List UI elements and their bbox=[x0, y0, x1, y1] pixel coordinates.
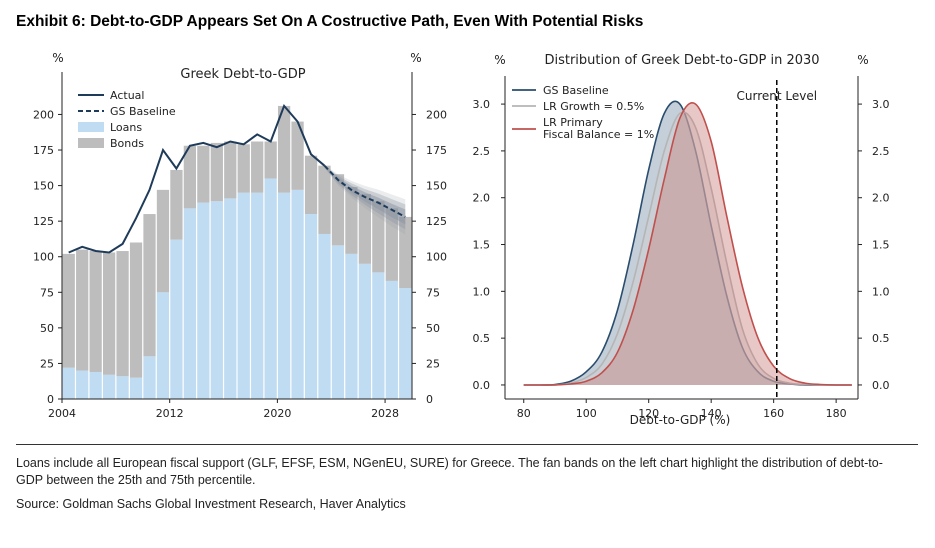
footnote: Loans include all European fiscal suppor… bbox=[16, 456, 883, 487]
footnote-divider bbox=[16, 444, 918, 445]
left-ytick-label-right-50: 50 bbox=[426, 322, 440, 335]
left-ytick-label-left-175: 175 bbox=[33, 144, 54, 157]
bar-loans-2021 bbox=[291, 189, 304, 399]
bar-loans-2016 bbox=[224, 198, 237, 399]
bar-bonds-2018 bbox=[251, 141, 264, 193]
bar-loans-2024 bbox=[331, 245, 345, 399]
bar-bonds-2006 bbox=[89, 251, 102, 372]
bar-bonds-2027 bbox=[372, 201, 385, 273]
left-ytick-label-left-25: 25 bbox=[40, 357, 54, 370]
bar-bonds-2014 bbox=[197, 145, 210, 203]
left-ytick-label-left-50: 50 bbox=[40, 322, 54, 335]
bar-loans-2028 bbox=[385, 280, 398, 399]
bar-loans-2010 bbox=[143, 356, 156, 399]
bar-bonds-2012 bbox=[170, 169, 183, 240]
bar-bonds-2026 bbox=[358, 194, 372, 264]
bar-loans-2025 bbox=[345, 253, 358, 399]
bar-loans-2020 bbox=[277, 192, 291, 399]
left-xtick-label-2004: 2004 bbox=[48, 407, 76, 420]
bar-loans-2012 bbox=[170, 239, 183, 399]
bar-loans-2009 bbox=[129, 377, 143, 399]
actual-line bbox=[68, 103, 326, 254]
left-chart-title: Greek Debt-to-GDP bbox=[180, 67, 305, 82]
left-ytick-label-right-25: 25 bbox=[426, 357, 440, 370]
bar-bonds-2004 bbox=[62, 253, 75, 368]
bar-loans-2022 bbox=[304, 214, 318, 399]
bar-bonds-2028 bbox=[385, 208, 398, 281]
left-xtick-label-2012: 2012 bbox=[156, 407, 184, 420]
fan-band-layer-3 bbox=[324, 165, 406, 225]
left-legend-swatch-bonds bbox=[78, 138, 104, 148]
bar-bonds-2023 bbox=[318, 165, 331, 234]
bar-loans-2013 bbox=[183, 208, 197, 399]
bar-loans-2015 bbox=[210, 201, 223, 399]
left-ytick-label-right-0: 0 bbox=[426, 393, 433, 406]
left-legend-swatch-loans bbox=[78, 122, 104, 132]
bar-bonds-2015 bbox=[210, 142, 223, 202]
bar-bonds-2022 bbox=[304, 155, 318, 215]
bar-loans-2017 bbox=[237, 192, 250, 399]
bar-loans-2008 bbox=[116, 376, 129, 399]
bar-bonds-2024 bbox=[331, 174, 345, 246]
bar-bonds-2009 bbox=[129, 242, 143, 378]
left-ytick-label-left-100: 100 bbox=[33, 251, 54, 264]
bar-bonds-2005 bbox=[76, 249, 89, 371]
left-ytick-label-left-0: 0 bbox=[47, 393, 54, 406]
bar-loans-2004 bbox=[62, 367, 75, 399]
left-ytick-label-right-100: 100 bbox=[426, 251, 447, 264]
bar-loans-2029 bbox=[399, 288, 412, 399]
bar-bonds-2017 bbox=[237, 144, 250, 193]
bar-loans-2011 bbox=[156, 292, 170, 399]
bar-bonds-2013 bbox=[183, 145, 197, 209]
left-ytick-label-left-150: 150 bbox=[33, 180, 54, 193]
bar-loans-2027 bbox=[372, 272, 385, 399]
bar-bonds-2016 bbox=[224, 141, 237, 199]
bar-loans-2014 bbox=[197, 202, 210, 399]
left-y-unit-right: % bbox=[410, 51, 421, 65]
left-legend-label-gs-baseline: GS Baseline bbox=[110, 105, 176, 118]
bar-loans-2018 bbox=[251, 192, 264, 399]
bar-loans-2019 bbox=[264, 178, 277, 399]
bar-bonds-2008 bbox=[116, 251, 129, 377]
bar-loans-2007 bbox=[102, 374, 116, 399]
exhibit-title: Exhibit 6: Debt-to-GDP Appears Set On A … bbox=[16, 13, 644, 30]
left-ytick-label-left-75: 75 bbox=[40, 286, 54, 299]
left-lines bbox=[68, 103, 406, 254]
left-bars bbox=[62, 105, 412, 399]
bar-loans-2005 bbox=[76, 370, 89, 399]
bar-bonds-2011 bbox=[156, 189, 170, 293]
source-note: Source: Goldman Sachs Global Investment … bbox=[16, 497, 406, 511]
left-axes: 0 0 25 25 50 50 75 75 100 100 125 125 150 150 175 175 20… bbox=[33, 72, 447, 420]
left-ytick-label-right-175: 175 bbox=[426, 144, 447, 157]
bar-bonds-2019 bbox=[264, 141, 277, 179]
bar-loans-2006 bbox=[89, 371, 102, 399]
left-ytick-label-left-200: 200 bbox=[33, 108, 54, 121]
gs-baseline-line bbox=[323, 165, 406, 218]
bar-loans-2023 bbox=[318, 233, 331, 399]
bar-loans-2026 bbox=[358, 263, 372, 399]
left-ytick-label-right-75: 75 bbox=[426, 286, 440, 299]
bar-bonds-2007 bbox=[102, 252, 116, 375]
bar-bonds-2010 bbox=[143, 214, 156, 357]
left-ytick-label-right-125: 125 bbox=[426, 215, 447, 228]
bar-bonds-2021 bbox=[291, 121, 304, 190]
left-legend-label-loans: Loans bbox=[110, 121, 142, 134]
bar-bonds-2029 bbox=[399, 216, 412, 289]
left-legend-label-bonds: Bonds bbox=[110, 137, 144, 150]
left-xtick-label-2020: 2020 bbox=[263, 407, 291, 420]
left-ytick-label-left-125: 125 bbox=[33, 215, 54, 228]
left-ytick-label-right-200: 200 bbox=[426, 108, 447, 121]
bar-bonds-2020 bbox=[277, 105, 291, 193]
left-ytick-label-right-150: 150 bbox=[426, 180, 447, 193]
left-legend: Actual GS Baseline Loans Bonds bbox=[78, 89, 176, 150]
left-legend-label-actual: Actual bbox=[110, 89, 144, 102]
left-y-unit-left: % bbox=[52, 51, 63, 65]
left-xtick-label-2028: 2028 bbox=[371, 407, 399, 420]
bar-bonds-2025 bbox=[345, 187, 358, 254]
